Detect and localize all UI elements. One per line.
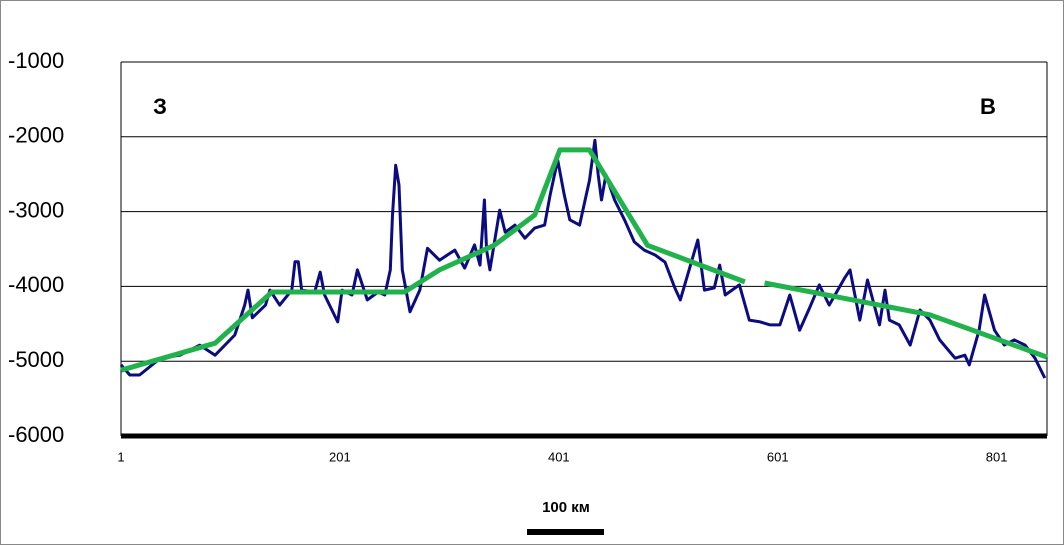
y-tick-label: -2000	[8, 123, 64, 148]
series-line	[120, 147, 1048, 373]
x-tick-label: 201	[329, 449, 351, 464]
x-tick-label: 401	[548, 449, 570, 464]
scale-bar	[527, 529, 604, 535]
y-tick-label: -5000	[8, 347, 64, 372]
annotation-west: З	[153, 94, 167, 119]
y-tick-label: -1000	[8, 48, 64, 73]
annotation-east: В	[980, 94, 996, 119]
x-tick-label: 801	[986, 449, 1008, 464]
y-tick-label: -3000	[8, 197, 64, 222]
x-tick-label: 1	[117, 449, 124, 464]
x-tick-label: 601	[767, 449, 789, 464]
y-tick-label: -4000	[8, 272, 64, 297]
y-tick-label: -6000	[8, 422, 64, 447]
scale-label: 100 км	[542, 499, 590, 516]
